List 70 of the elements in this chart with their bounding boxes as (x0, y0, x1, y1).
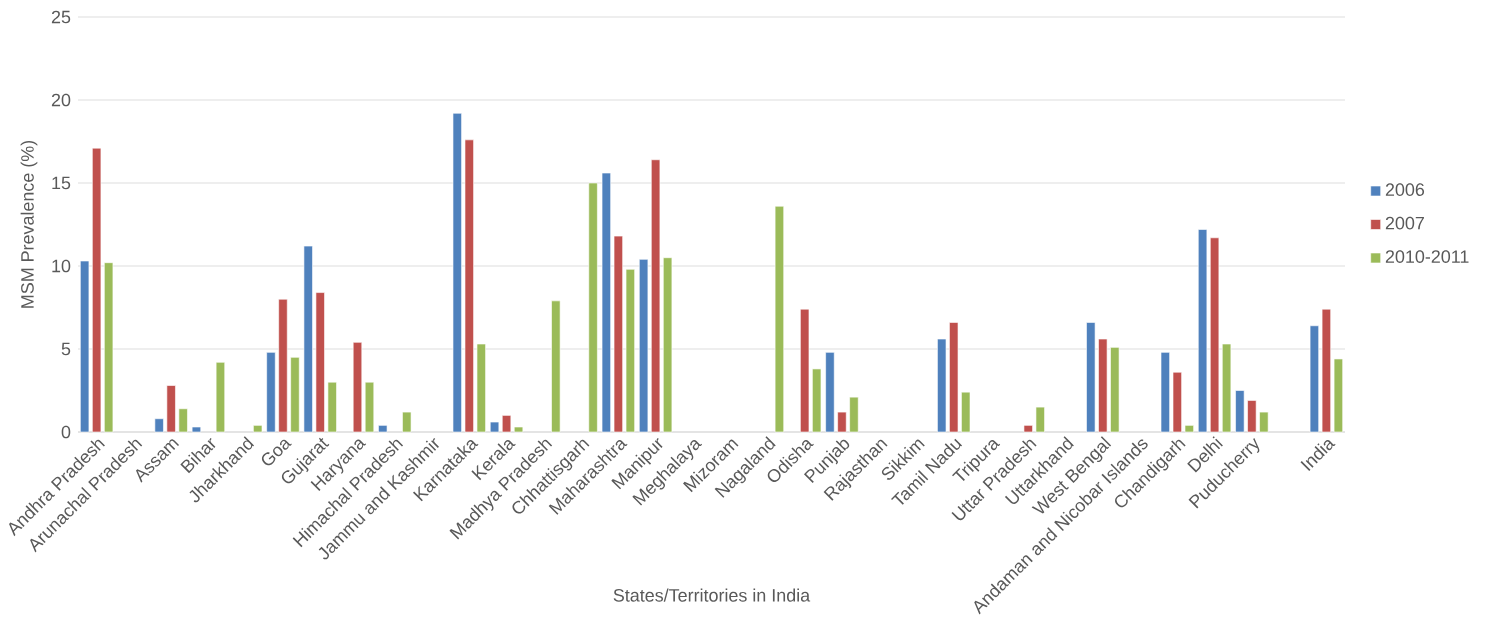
bar (402, 411, 412, 433)
bar (452, 112, 462, 433)
bar (663, 257, 673, 433)
legend-label: 2010-2011 (1385, 250, 1469, 263)
bar (476, 343, 486, 433)
bar (501, 415, 512, 433)
bar (178, 408, 188, 433)
legend-label: 2007 (1385, 216, 1424, 230)
bar (1098, 338, 1108, 433)
bar (290, 357, 300, 433)
bar (961, 391, 971, 433)
bar (639, 259, 649, 433)
bar (551, 300, 561, 433)
y-tick-label: 5 (61, 342, 71, 356)
bar (1259, 411, 1269, 433)
bar (104, 262, 114, 433)
bar (601, 172, 611, 433)
bar (166, 385, 176, 433)
bar (92, 147, 102, 433)
bar (154, 418, 164, 433)
bar (266, 352, 276, 433)
bar (1247, 400, 1257, 433)
y-tick-label: 15 (52, 176, 71, 190)
legend-label: 2006 (1385, 183, 1425, 196)
bar (1209, 237, 1220, 433)
bar (1197, 229, 1208, 433)
bar (625, 269, 635, 433)
bar (849, 396, 859, 433)
bar (937, 338, 947, 433)
bar (825, 352, 835, 433)
bar (315, 292, 325, 433)
bar (378, 425, 388, 433)
y-tick-label: 20 (51, 93, 71, 107)
bar (1086, 322, 1096, 433)
bar (513, 426, 524, 433)
y-tick-label: 10 (52, 259, 71, 273)
bar (651, 159, 661, 433)
bar (1160, 352, 1170, 433)
bar (80, 260, 90, 433)
bar (949, 322, 959, 433)
y-axis-title: MSM Prevalence (%) (20, 140, 38, 308)
bar (1172, 371, 1182, 433)
bar (588, 182, 598, 433)
bar (352, 342, 363, 433)
bar (215, 361, 226, 433)
bar (1184, 425, 1194, 433)
bar (800, 308, 810, 433)
bar (774, 205, 784, 433)
bar (1321, 308, 1331, 433)
bar (191, 426, 202, 433)
y-tick-label: 0 (61, 425, 71, 439)
bar (1333, 358, 1343, 433)
bar (613, 235, 623, 433)
bar (1035, 406, 1045, 433)
bar (364, 381, 375, 433)
bar (253, 425, 263, 433)
bar (327, 381, 337, 433)
y-tick-label: 25 (51, 10, 71, 24)
bar (1309, 325, 1319, 433)
bar (303, 245, 313, 433)
bar (1235, 390, 1245, 433)
bar (837, 411, 847, 433)
bar (1110, 347, 1120, 433)
bar (464, 139, 474, 433)
bar (1221, 343, 1232, 433)
bar (812, 368, 822, 433)
bar (278, 298, 288, 433)
bar (489, 421, 500, 433)
bar (1023, 425, 1033, 433)
x-axis-title: States/Territories in India (613, 588, 811, 602)
